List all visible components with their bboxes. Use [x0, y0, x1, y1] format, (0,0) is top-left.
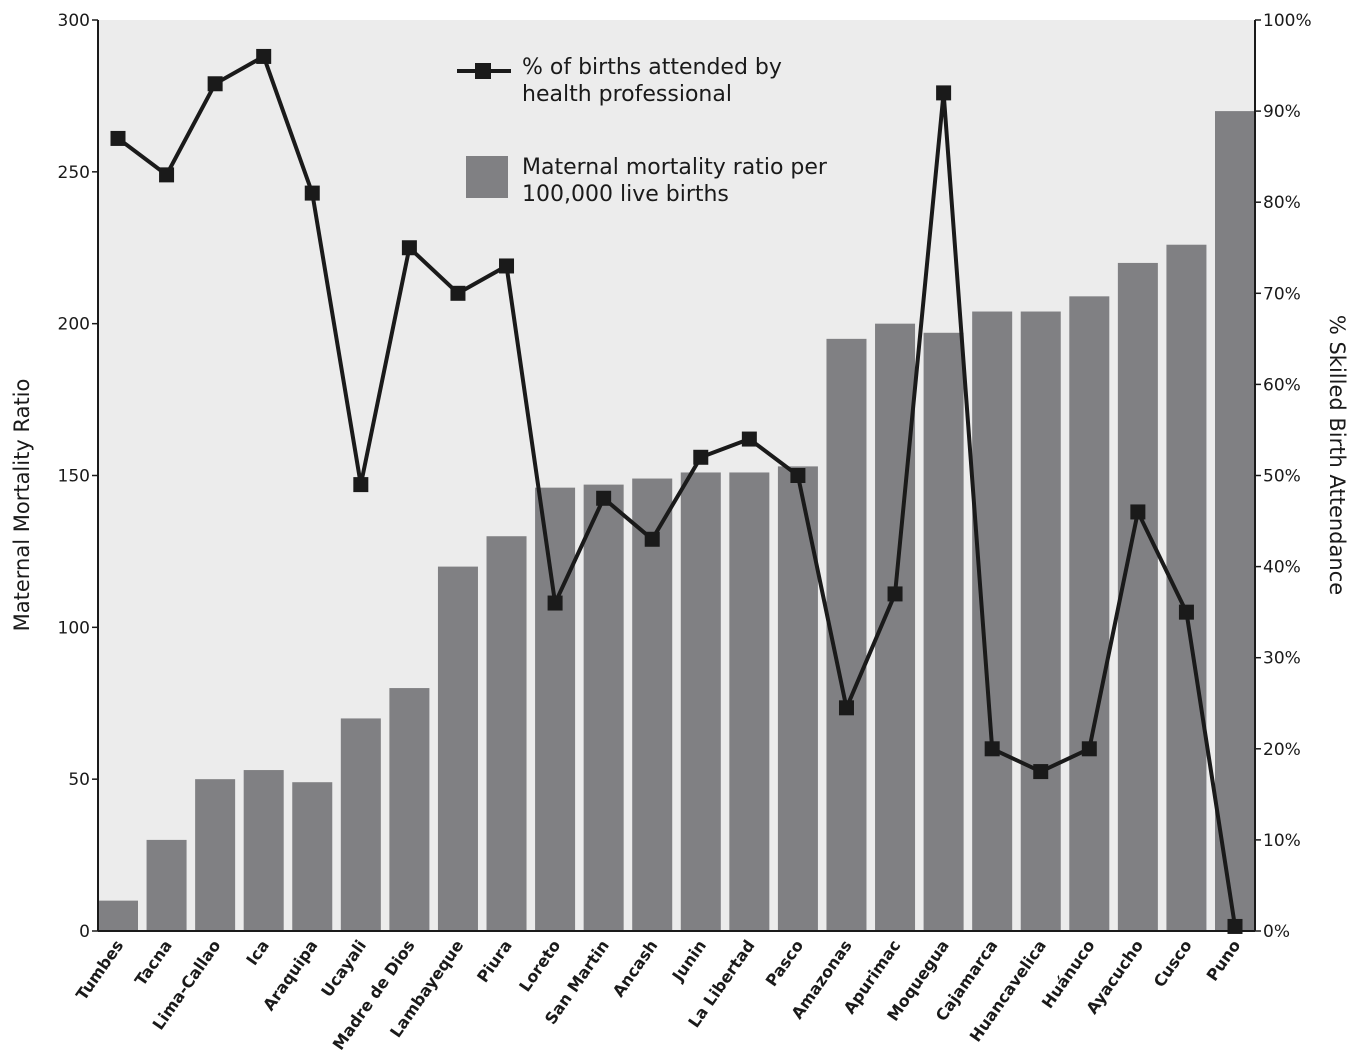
bar	[923, 332, 964, 931]
legend-line-symbol	[457, 63, 511, 79]
point-marker	[304, 185, 320, 201]
bar	[340, 718, 381, 931]
bar	[583, 484, 624, 931]
bar	[729, 472, 770, 931]
left-tick-label: 250	[58, 163, 90, 183]
bar	[1020, 311, 1061, 931]
right-axis-ticks: 0% 10% 20% 30% 40% 50% 60% 70% 80% 90% 100%	[1255, 11, 1312, 942]
right-tick-label: 40%	[1263, 558, 1301, 578]
point-marker	[887, 586, 903, 602]
point-marker	[207, 76, 223, 92]
line-series	[110, 48, 1243, 934]
bar	[97, 900, 139, 931]
series-line	[116, 53, 1237, 927]
bar	[486, 536, 527, 931]
point-marker	[1081, 741, 1097, 757]
category-label: Puno	[1203, 936, 1245, 984]
category-label: Pasco	[762, 936, 807, 990]
bar-series	[97, 111, 1256, 932]
legend-bar-swatch	[466, 156, 508, 198]
left-tick-label: 0	[79, 922, 90, 942]
legend-line-label-2: health professional	[522, 82, 732, 107]
bar	[1214, 111, 1256, 932]
point-marker	[1178, 604, 1194, 620]
point-marker	[547, 595, 563, 611]
legend: % of births attended by health professio…	[457, 55, 828, 207]
point-marker	[401, 240, 417, 256]
left-tick-label: 100	[58, 618, 90, 638]
point-marker	[644, 531, 660, 547]
point-marker	[110, 130, 126, 146]
bar	[292, 782, 333, 931]
bar	[437, 566, 478, 931]
bar	[1117, 262, 1158, 931]
point-marker	[790, 468, 806, 483]
bar	[535, 487, 576, 931]
point-marker	[256, 48, 272, 64]
category-label: Loreto	[515, 936, 564, 995]
plot-background	[98, 20, 1255, 931]
category-label: Tumbes	[72, 936, 127, 1003]
left-tick-label: 300	[58, 11, 90, 31]
point-marker	[450, 285, 466, 301]
bar	[146, 839, 187, 931]
point-marker	[936, 85, 952, 101]
category-label: Piura	[473, 936, 516, 986]
category-label: Ica	[242, 936, 273, 968]
point-marker	[1033, 764, 1049, 780]
point-marker	[596, 490, 612, 506]
left-tick-label: 150	[58, 467, 90, 487]
legend-line-label-1: % of births attended by	[522, 55, 782, 80]
point-marker	[499, 258, 515, 274]
bar	[1069, 296, 1110, 931]
category-label: Tacna	[131, 936, 176, 989]
right-axis-label: % Skilled Birth Attendance	[1325, 315, 1349, 595]
right-tick-label: 90%	[1263, 102, 1301, 122]
left-axis-ticks: 0 50 100 150 200 250 300	[58, 11, 98, 942]
right-tick-label: 100%	[1263, 11, 1312, 31]
left-tick-label: 50	[68, 770, 90, 790]
point-marker	[353, 477, 369, 493]
right-tick-label: 0%	[1263, 922, 1290, 942]
right-tick-label: 50%	[1263, 467, 1301, 487]
point-marker	[693, 449, 709, 465]
right-tick-label: 10%	[1263, 831, 1301, 851]
legend-bar-label-1: Maternal mortality ratio per	[522, 155, 828, 180]
bar	[389, 688, 430, 931]
point-marker	[159, 167, 175, 183]
bar	[632, 478, 673, 931]
bar	[1166, 244, 1207, 932]
left-tick-label: 200	[58, 315, 90, 335]
right-tick-label: 80%	[1263, 193, 1301, 213]
right-tick-label: 60%	[1263, 375, 1301, 395]
legend-bar-label-2: 100,000 live births	[522, 182, 729, 207]
bar	[243, 770, 284, 931]
category-label: Cusco	[1150, 936, 1196, 990]
point-marker	[838, 700, 854, 716]
category-label: Ucayali	[317, 936, 370, 1000]
bar	[680, 472, 721, 931]
category-label: Junin	[668, 936, 710, 985]
point-marker	[984, 741, 1000, 757]
bar	[972, 311, 1013, 931]
point-marker	[741, 431, 757, 447]
point-marker	[1130, 504, 1146, 520]
right-tick-label: 20%	[1263, 740, 1301, 760]
bar	[195, 779, 236, 931]
right-tick-label: 70%	[1263, 284, 1301, 304]
category-label: Ancash	[609, 936, 662, 1000]
right-tick-label: 30%	[1263, 649, 1301, 669]
left-axis-label: Maternal Mortality Ratio	[10, 379, 34, 632]
